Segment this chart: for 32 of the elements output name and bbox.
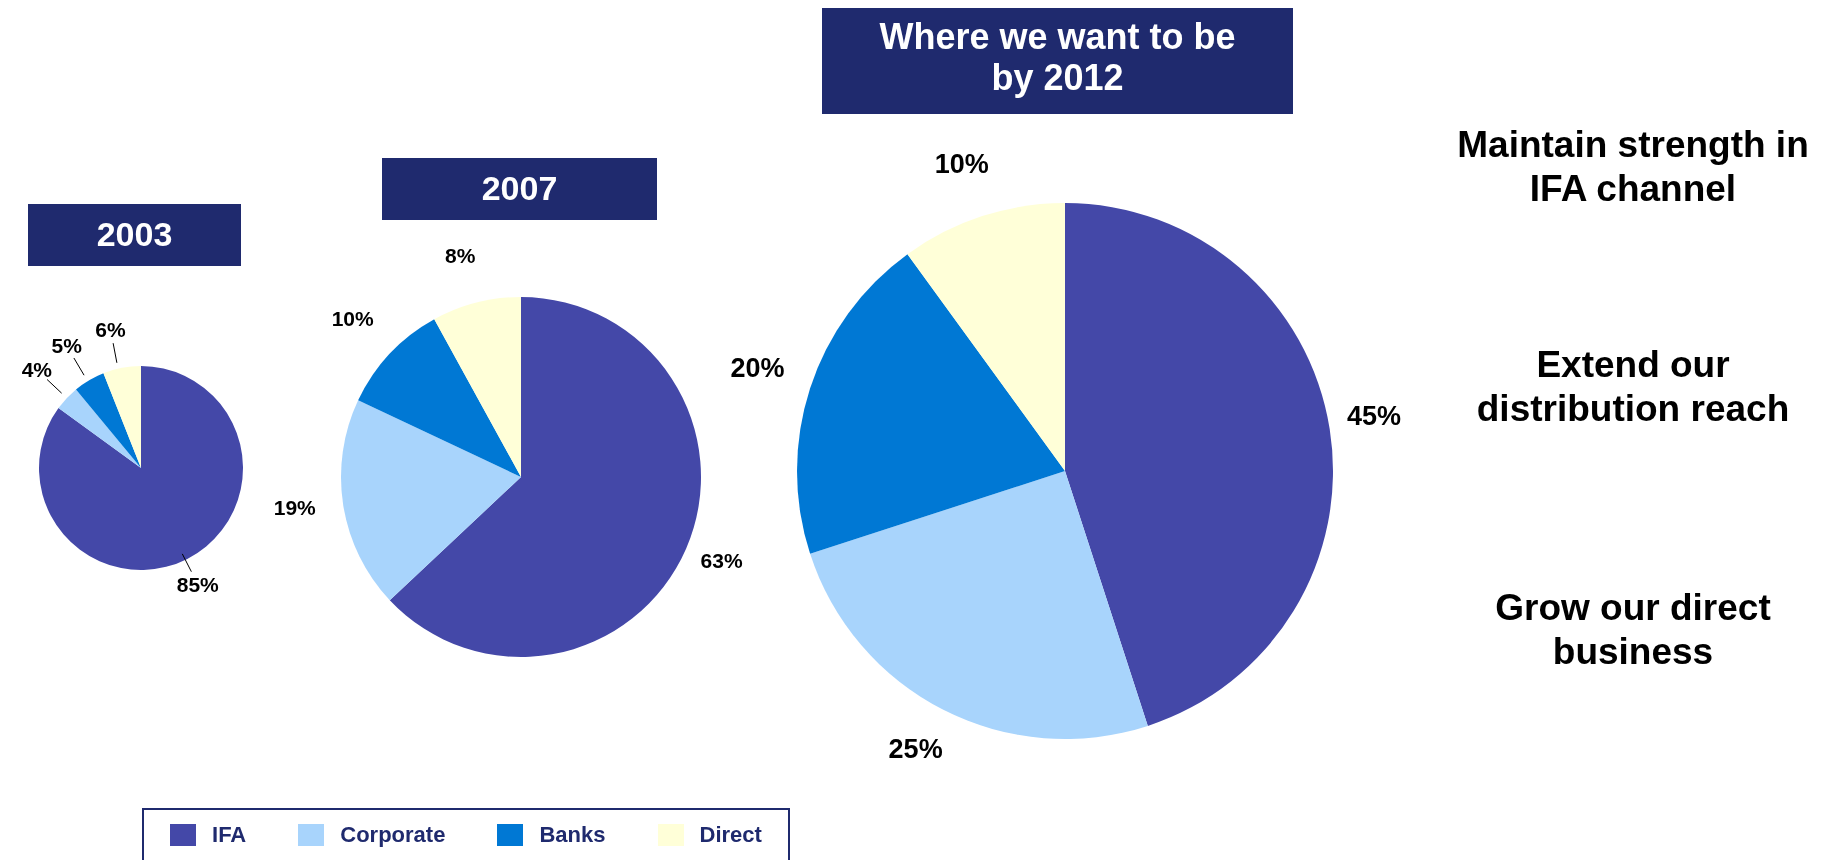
legend-label: Direct — [699, 822, 762, 848]
text: Extend our distribution reach — [1475, 343, 1791, 432]
data-label: 63% — [700, 549, 743, 573]
legend-label: IFA — [212, 822, 247, 848]
data-label: 19% — [273, 495, 317, 519]
data-label: 85% — [176, 572, 220, 596]
data-label: 45% — [1347, 401, 1402, 432]
pie-slice — [341, 400, 521, 601]
chart-title: 2003 — [28, 204, 241, 266]
pie-slice — [1065, 203, 1333, 726]
pie-slice — [75, 373, 141, 468]
legend-label: Banks — [539, 822, 606, 848]
data-label: 20% — [730, 352, 785, 383]
pie-slice — [907, 203, 1065, 471]
data-label: 25% — [888, 734, 943, 765]
text: Grow our direct business — [1494, 586, 1772, 675]
data-label: 10% — [331, 307, 375, 331]
data-label: 8% — [445, 243, 476, 267]
pie-slice — [810, 471, 1148, 739]
data-label: 4% — [21, 358, 53, 382]
data-label: 10% — [934, 148, 989, 179]
legend-label: Corporate — [340, 822, 446, 848]
chart-title: 2007 — [382, 158, 657, 220]
pie-slice — [58, 389, 141, 468]
pie-slice — [103, 366, 141, 468]
pie-slice — [389, 297, 701, 657]
data-label: 6% — [95, 317, 127, 341]
chart-title: Where we want to be by 2012 — [878, 14, 1237, 100]
pie-slice — [797, 254, 1065, 554]
data-label: 5% — [51, 334, 83, 358]
pie-slice — [434, 297, 521, 477]
text: Maintain strength in IFA channel — [1456, 123, 1810, 212]
